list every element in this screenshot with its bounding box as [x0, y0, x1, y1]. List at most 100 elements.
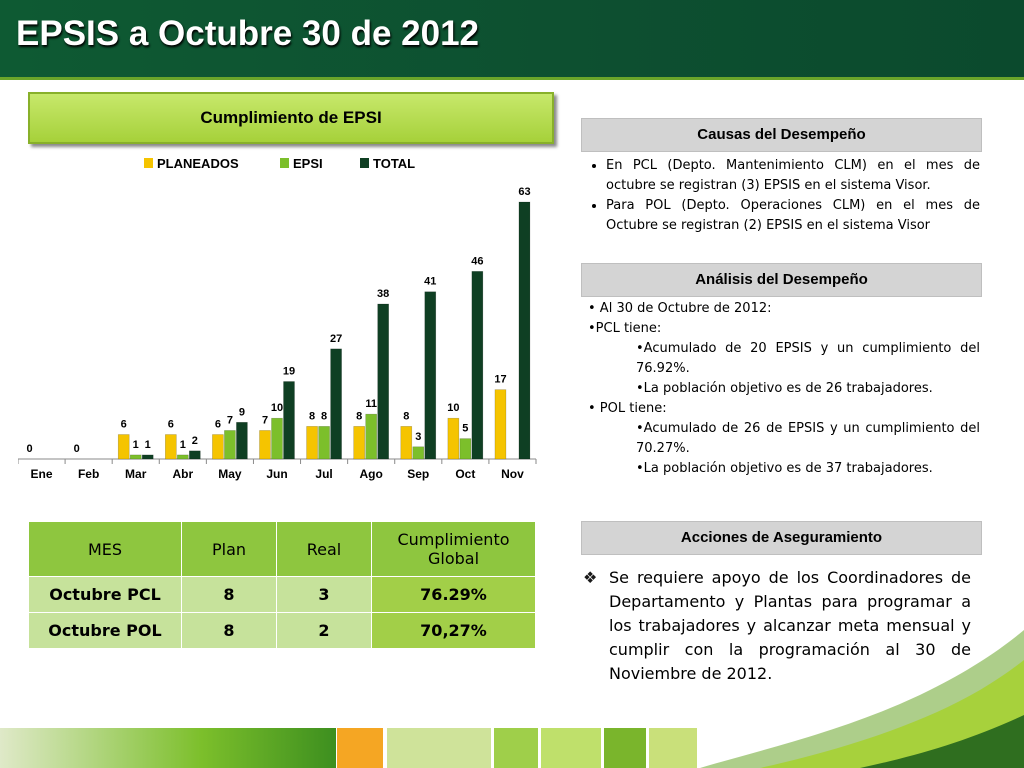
bar-total: [424, 291, 437, 460]
acciones-paragraph: Se requiere apoyo de los Coordinadores d…: [609, 568, 971, 683]
table-cell: 3: [276, 576, 372, 613]
analisis-line: •PCL tiene:: [588, 321, 662, 336]
table-cell: 70,27%: [371, 612, 536, 649]
decor-strip: [541, 728, 601, 768]
bar-planeados: [353, 426, 365, 460]
table-header: Cumplimiento Global: [371, 521, 536, 577]
bar-planeados: [212, 434, 224, 460]
decor-strip: [0, 728, 336, 768]
bar-epsi: [365, 413, 377, 460]
table-cell: 8: [181, 612, 277, 649]
x-tick-label: May: [218, 467, 242, 481]
bar-epsi: [459, 438, 472, 460]
table-cell: Octubre POL: [28, 612, 182, 649]
data-label: 10: [271, 402, 283, 414]
bar-planeados: [117, 434, 130, 460]
slide-header: EPSIS a Octubre 30 de 2012: [0, 0, 1024, 80]
legend-label: PLANEADOS: [157, 156, 239, 171]
x-tick-label: Jul: [315, 467, 332, 481]
table-header: MES: [28, 521, 182, 577]
bar-total: [283, 381, 295, 460]
table-row: Octubre PCL 8 3 76.29%: [28, 576, 536, 613]
x-tick-label: Feb: [78, 467, 99, 481]
legend-swatch: [280, 158, 289, 168]
legend-label: EPSI: [293, 156, 323, 171]
table-cell: 76.29%: [371, 576, 536, 613]
bar-epsi: [129, 454, 142, 460]
acciones-text: ❖ Se requiere apoyo de los Coordinadores…: [583, 566, 971, 686]
bar-total: [471, 271, 484, 460]
data-label: 19: [283, 365, 295, 377]
x-tick-label: Sep: [407, 467, 429, 481]
bar-planeados: [494, 389, 507, 460]
data-label: 6: [121, 419, 127, 431]
data-label: 2: [192, 435, 198, 447]
decor-strip: [387, 728, 491, 768]
bar-planeados: [447, 417, 460, 460]
table-cell: Octubre PCL: [28, 576, 182, 613]
bar-planeados: [400, 426, 413, 460]
data-label: 41: [424, 276, 436, 288]
data-label: 0: [26, 443, 32, 455]
causas-item: En PCL (Depto. Mantenimiento CLM) en el …: [606, 156, 980, 196]
bar-epsi: [271, 417, 283, 460]
data-label: 10: [447, 402, 459, 414]
table-header: Plan: [181, 521, 277, 577]
bar-total: [189, 450, 201, 460]
data-label: 6: [215, 419, 221, 431]
table-header: Real: [276, 521, 372, 577]
decor-strip: [649, 728, 697, 768]
x-tick-label: Mar: [125, 467, 147, 481]
causas-text: En PCL (Depto. Mantenimiento CLM) en el …: [588, 156, 980, 236]
legend-swatch: [360, 158, 369, 168]
chart-title-box: Cumplimiento de EPSI: [28, 92, 554, 144]
chart-title: Cumplimiento de EPSI: [200, 108, 382, 127]
analisis-line: •Acumulado de 20 EPSIS y un cumplimiento…: [636, 341, 980, 376]
data-label: 8: [403, 410, 409, 422]
bar-total: [330, 348, 342, 460]
bar-planeados: [306, 426, 318, 460]
data-label: 3: [415, 431, 421, 443]
x-tick-label: Jun: [266, 467, 287, 481]
bar-epsi: [177, 454, 189, 460]
legend-label: TOTAL: [373, 156, 415, 171]
decor-strip: [337, 728, 383, 768]
slide-title: EPSIS a Octubre 30 de 2012: [16, 14, 480, 53]
acciones-heading: Acciones de Aseguramiento: [581, 521, 982, 555]
data-label: 7: [227, 414, 233, 426]
x-tick-label: Ago: [360, 467, 383, 481]
data-label: 5: [462, 423, 468, 435]
analisis-heading: Análisis del Desempeño: [581, 263, 982, 297]
table-cell: 8: [181, 576, 277, 613]
analisis-line: •La población objetivo es de 37 trabajad…: [636, 461, 933, 476]
causas-heading: Causas del Desempeño: [581, 118, 982, 152]
data-label: 0: [74, 443, 80, 455]
data-label: 17: [494, 374, 506, 386]
data-label: 46: [471, 255, 483, 267]
table-header-row: MES Plan Real Cumplimiento Global: [28, 521, 536, 577]
table-cell: 2: [276, 612, 372, 649]
decor-strip: [494, 728, 538, 768]
data-label: 1: [145, 439, 151, 451]
legend-swatch: [144, 158, 153, 168]
x-tick-label: Oct: [455, 467, 475, 481]
summary-table: MES Plan Real Cumplimiento Global Octubr…: [28, 521, 536, 649]
diamond-bullet-icon: ❖: [583, 568, 598, 587]
data-label: 6: [168, 419, 174, 431]
data-label: 1: [133, 439, 139, 451]
bar-epsi: [224, 430, 236, 460]
analisis-line: • Al 30 de Octubre de 2012:: [588, 301, 772, 316]
x-tick-label: Abr: [172, 467, 193, 481]
data-label: 63: [518, 186, 530, 198]
table-row: Octubre POL 8 2 70,27%: [28, 612, 536, 649]
causas-item: Para POL (Depto. Operaciones CLM) en el …: [606, 196, 980, 236]
data-label: 9: [239, 406, 245, 418]
data-label: 8: [356, 410, 362, 422]
data-label: 11: [365, 398, 377, 410]
bar-planeados: [165, 434, 177, 460]
bar-total: [236, 421, 248, 460]
bar-total: [141, 454, 154, 460]
bar-epsi: [412, 446, 425, 460]
analisis-line: •La población objetivo es de 26 trabajad…: [636, 381, 933, 396]
analisis-line: • POL tiene:: [588, 401, 667, 416]
